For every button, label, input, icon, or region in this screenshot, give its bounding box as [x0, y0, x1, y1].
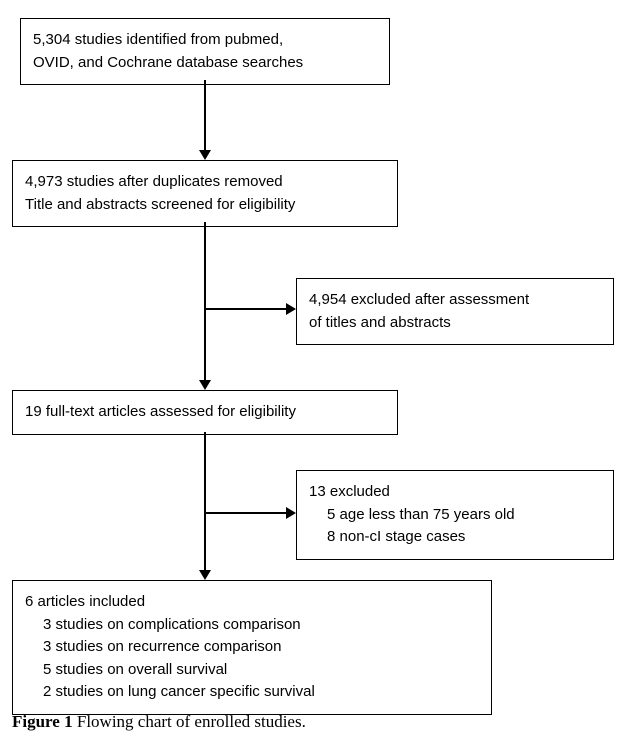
arrow-right-icon [286, 507, 296, 519]
arrow-line [204, 80, 206, 150]
flow-node-excluded-criteria: 13 excluded 5 age less than 75 years old… [296, 470, 614, 560]
node-text: Title and abstracts screened for eligibi… [25, 194, 385, 217]
node-text: 5,304 studies identified from pubmed, [33, 29, 377, 52]
arrow-right-icon [286, 303, 296, 315]
arrow-line [204, 512, 286, 514]
flow-node-identified: 5,304 studies identified from pubmed, OV… [20, 18, 390, 85]
node-header: 6 articles included [25, 591, 479, 614]
node-text: 19 full-text articles assessed for eligi… [25, 401, 385, 424]
node-text: OVID, and Cochrane database searches [33, 52, 377, 75]
figure-caption: Figure 1 Flowing chart of enrolled studi… [12, 712, 306, 732]
node-subtext: 8 non-cI stage cases [327, 526, 601, 549]
arrow-line [204, 308, 286, 310]
caption-text: Flowing chart of enrolled studies. [73, 712, 306, 731]
node-text: of titles and abstracts [309, 312, 601, 335]
flow-node-deduplicated: 4,973 studies after duplicates removed T… [12, 160, 398, 227]
arrow-down-icon [199, 570, 211, 580]
flow-node-included: 6 articles included 3 studies on complic… [12, 580, 492, 715]
caption-label: Figure 1 [12, 712, 73, 731]
node-subtext: 5 age less than 75 years old [327, 504, 601, 527]
flow-node-fulltext: 19 full-text articles assessed for eligi… [12, 390, 398, 435]
node-text: 4,973 studies after duplicates removed [25, 171, 385, 194]
arrow-down-icon [199, 150, 211, 160]
arrow-line [204, 432, 206, 570]
arrow-line [204, 222, 206, 380]
flow-node-excluded-titles: 4,954 excluded after assessment of title… [296, 278, 614, 345]
node-subtext: 5 studies on overall survival [43, 659, 479, 682]
node-subtext: 3 studies on complications comparison [43, 614, 479, 637]
node-text: 4,954 excluded after assessment [309, 289, 601, 312]
node-subtext: 3 studies on recurrence comparison [43, 636, 479, 659]
arrow-down-icon [199, 380, 211, 390]
node-subtext: 2 studies on lung cancer specific surviv… [43, 681, 479, 704]
node-header: 13 excluded [309, 481, 601, 504]
